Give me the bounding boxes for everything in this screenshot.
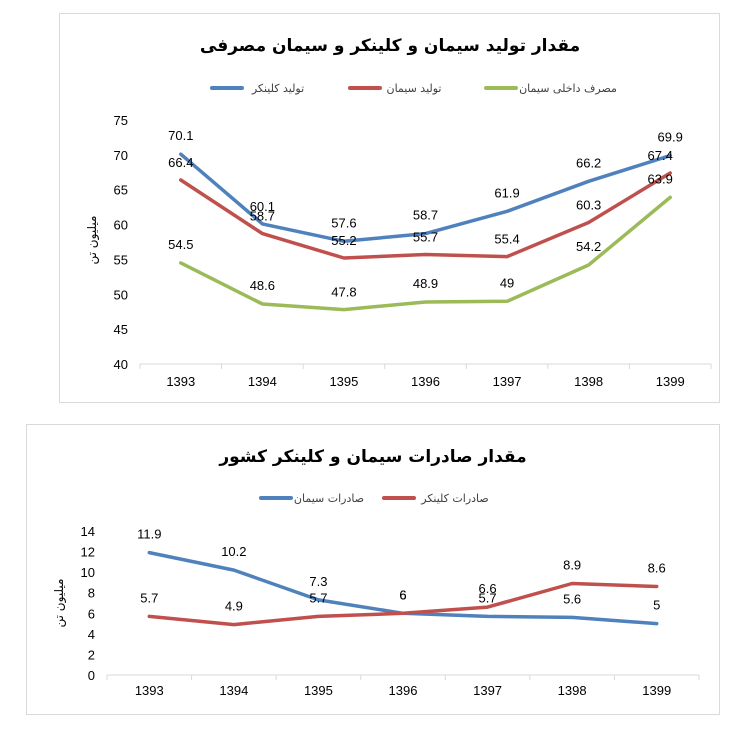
data-label: 58.7: [250, 209, 275, 224]
x-tick-label: 1396: [389, 683, 418, 698]
data-label: 49: [500, 275, 514, 290]
data-label: 70.1: [168, 128, 193, 143]
y-tick-label: 60: [114, 218, 128, 233]
legend-label: تولید سیمان: [386, 82, 441, 95]
y-tick-label: 0: [88, 668, 95, 683]
x-tick-label: 1393: [135, 683, 164, 698]
data-label: 63.9: [648, 171, 673, 186]
series-line-2: [179, 195, 672, 312]
data-label: 5: [653, 598, 660, 613]
series-line-1: [147, 581, 659, 627]
y-tick-label: 45: [114, 322, 128, 337]
data-label: 60.3: [576, 197, 601, 212]
legend-label: تولید کلینکر: [251, 82, 304, 95]
legend-label: صادرات کلینکر: [420, 492, 488, 505]
data-label: 7.3: [309, 574, 327, 589]
data-label: 55.7: [413, 230, 438, 245]
data-label: 60.1: [250, 199, 275, 214]
x-tick-label: 1395: [304, 683, 333, 698]
data-label: 66.2: [576, 155, 601, 170]
data-label: 8.6: [648, 561, 666, 576]
x-tick-label: 1395: [329, 374, 358, 389]
data-label: 6.6: [479, 581, 497, 596]
data-label: 5.7: [309, 590, 327, 605]
data-label: 5.7: [479, 590, 497, 605]
y-tick-label: 8: [88, 586, 95, 601]
y-tick-label: 4: [88, 627, 95, 642]
y-tick-label: 40: [114, 357, 128, 372]
data-label: 47.8: [331, 285, 356, 300]
y-tick-label: 12: [81, 545, 95, 560]
x-tick-label: 1398: [574, 374, 603, 389]
x-tick-label: 1399: [642, 683, 671, 698]
data-label: 10.2: [221, 544, 246, 559]
data-label: 69.9: [658, 130, 683, 145]
data-label: 5.7: [140, 590, 158, 605]
legend-label: صادرات سیمان: [294, 492, 364, 505]
data-label: 6: [399, 587, 406, 602]
production-chart-panel: مقدار تولید سیمان و کلینکر و سیمان مصرفی…: [59, 13, 720, 403]
data-label: 55.4: [494, 232, 519, 247]
data-label: 4.9: [225, 599, 243, 614]
series-line-0: [179, 152, 672, 244]
x-tick-label: 1399: [656, 374, 685, 389]
exports-chart-panel: مقدار صادرات سیمان و کلینکر کشور صادرات س…: [26, 424, 720, 715]
y-tick-label: 14: [81, 524, 95, 539]
y-axis-title: میلیون تن: [85, 216, 100, 265]
x-tick-label: 1393: [166, 374, 195, 389]
y-tick-label: 55: [114, 252, 128, 267]
exports-line-chart: مقدار صادرات سیمان و کلینکر کشور صادرات س…: [52, 447, 700, 698]
series-line-1: [179, 171, 672, 260]
data-label: 6: [399, 587, 406, 602]
y-tick-label: 2: [88, 647, 95, 662]
x-tick-label: 1394: [219, 683, 248, 698]
data-label: 58.7: [413, 208, 438, 223]
x-tick-label: 1398: [558, 683, 587, 698]
x-tick-label: 1397: [473, 683, 502, 698]
data-label: 5.6: [563, 591, 581, 606]
y-tick-label: 10: [81, 565, 95, 580]
data-label: 11.9: [137, 527, 161, 542]
y-tick-label: 65: [114, 183, 128, 198]
x-tick-label: 1396: [411, 374, 440, 389]
production-line-chart: مقدار تولید سیمان و کلینکر و سیمان مصرفی…: [85, 36, 712, 389]
y-axis-title: میلیون تن: [52, 579, 67, 628]
x-tick-label: 1397: [493, 374, 522, 389]
chart-title: مقدار صادرات سیمان و کلینکر کشور: [218, 447, 526, 467]
x-tick-label: 1394: [248, 374, 277, 389]
data-label: 48.9: [413, 276, 438, 291]
data-label: 67.4: [648, 148, 673, 163]
data-label: 61.9: [494, 185, 519, 200]
data-label: 54.5: [168, 237, 193, 252]
chart-title: مقدار تولید سیمان و کلینکر و سیمان مصرفی: [200, 36, 580, 56]
data-label: 57.6: [331, 215, 356, 230]
y-tick-label: 50: [114, 287, 128, 302]
data-label: 8.9: [563, 557, 581, 572]
y-tick-label: 6: [88, 606, 95, 621]
data-label: 55.2: [331, 233, 356, 248]
y-tick-label: 70: [114, 148, 128, 163]
legend-label: مصرف داخلی سیمان: [519, 82, 617, 95]
data-label: 54.2: [576, 239, 601, 254]
data-label: 66.4: [168, 155, 193, 170]
y-tick-label: 75: [114, 113, 128, 128]
data-label: 48.6: [250, 278, 275, 293]
